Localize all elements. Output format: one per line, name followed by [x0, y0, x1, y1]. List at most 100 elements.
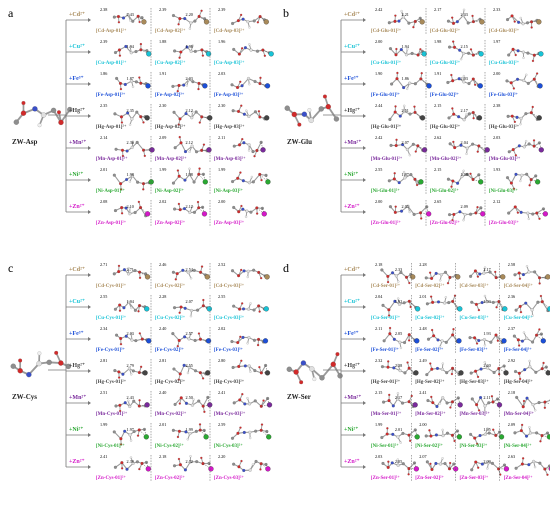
atom	[429, 362, 432, 365]
metal-ion	[206, 306, 212, 312]
bond-distance: 1.92	[394, 299, 403, 304]
complex-structure	[232, 43, 274, 57]
atom	[525, 172, 529, 176]
complex-structure	[171, 9, 210, 30]
atom	[46, 359, 52, 366]
atom	[519, 210, 523, 214]
atom	[470, 468, 474, 472]
atom	[460, 175, 464, 179]
coordination-bond	[408, 434, 418, 438]
atom	[197, 81, 201, 85]
coordination-bond	[261, 463, 269, 470]
bond-distance: 1.95	[483, 427, 491, 432]
complex-structure	[514, 359, 550, 381]
atom	[246, 275, 249, 279]
atom	[120, 461, 124, 465]
atom	[483, 432, 487, 436]
atom	[452, 140, 455, 144]
atom	[466, 21, 470, 25]
arrowhead	[363, 178, 366, 182]
bond-distance: 2.43	[126, 395, 134, 400]
atom	[506, 176, 510, 180]
atom	[439, 279, 442, 282]
ion-label-hg: +Hg²⁺	[69, 363, 86, 369]
atom	[236, 19, 240, 23]
bond-distance: 1.98	[185, 44, 193, 49]
atom	[461, 14, 465, 18]
atom	[424, 276, 428, 280]
metal-ion	[546, 434, 550, 440]
bond-distance: 2.00	[375, 39, 383, 44]
atom	[514, 172, 518, 176]
atom	[56, 110, 61, 115]
bond-distance: 2.63	[507, 454, 516, 459]
metal-ion	[266, 434, 272, 440]
atom	[528, 431, 532, 435]
atom	[462, 74, 466, 78]
atom	[513, 120, 517, 124]
bond-distance: 1.99	[185, 427, 193, 432]
atom	[126, 13, 130, 17]
bond-distance: 2.01	[419, 294, 427, 299]
coordination-bond	[414, 462, 417, 469]
metal-ion	[264, 115, 270, 121]
bond-distance: 1.86	[100, 71, 108, 76]
atom	[26, 371, 32, 378]
metal-ion	[476, 115, 483, 121]
atom	[516, 211, 520, 214]
atom	[308, 117, 314, 123]
atom	[190, 116, 194, 120]
ion-label-zn: +Zn²⁺	[344, 459, 360, 465]
complex-structure	[112, 173, 154, 191]
atom	[242, 112, 246, 116]
metal-ion	[205, 370, 211, 376]
metal-ion	[142, 370, 148, 376]
atom	[424, 434, 428, 438]
atom	[138, 332, 141, 335]
atom	[241, 302, 244, 305]
atom	[194, 150, 199, 154]
atom	[113, 465, 117, 469]
atom	[246, 397, 249, 400]
panel-svg	[13, 8, 274, 226]
bond-distance: 2.39	[218, 7, 226, 12]
bond-distance: 2.11	[218, 135, 226, 140]
metal-ion	[538, 51, 544, 57]
atom	[412, 212, 416, 216]
bond-distance: 2.03	[185, 76, 193, 81]
ion-label-ni: +Ni²⁺	[344, 427, 359, 433]
bond-distance: 2.42	[375, 135, 383, 140]
atom	[133, 210, 137, 215]
atom	[527, 142, 531, 146]
atom	[518, 304, 522, 308]
atom	[202, 143, 206, 146]
atom	[251, 150, 255, 154]
atom	[539, 440, 542, 443]
atom	[381, 461, 385, 465]
atom	[174, 278, 177, 281]
atom	[179, 396, 183, 400]
atom	[399, 346, 403, 350]
atom	[185, 84, 189, 87]
atom	[390, 82, 394, 86]
metal-ion	[202, 179, 208, 185]
atom	[194, 429, 198, 433]
atom	[441, 396, 445, 400]
complex-label: [Hg-Cys-03]²⁺	[214, 380, 245, 385]
atom	[536, 300, 540, 304]
atom	[449, 406, 452, 409]
ion-label-cd: +Cd²⁺	[69, 267, 86, 273]
atom	[477, 173, 481, 177]
ion-label-fe: +Fe³⁺	[69, 331, 84, 337]
atom	[434, 271, 438, 275]
atom	[514, 466, 518, 470]
atom	[178, 372, 182, 376]
atom	[197, 332, 201, 335]
atom	[117, 48, 121, 52]
metal-ion	[203, 19, 210, 25]
parent-molecule	[10, 350, 71, 378]
coordination-bond	[452, 334, 460, 342]
metal-ion	[268, 51, 274, 57]
complex-structure	[446, 8, 485, 25]
atom	[182, 207, 186, 211]
